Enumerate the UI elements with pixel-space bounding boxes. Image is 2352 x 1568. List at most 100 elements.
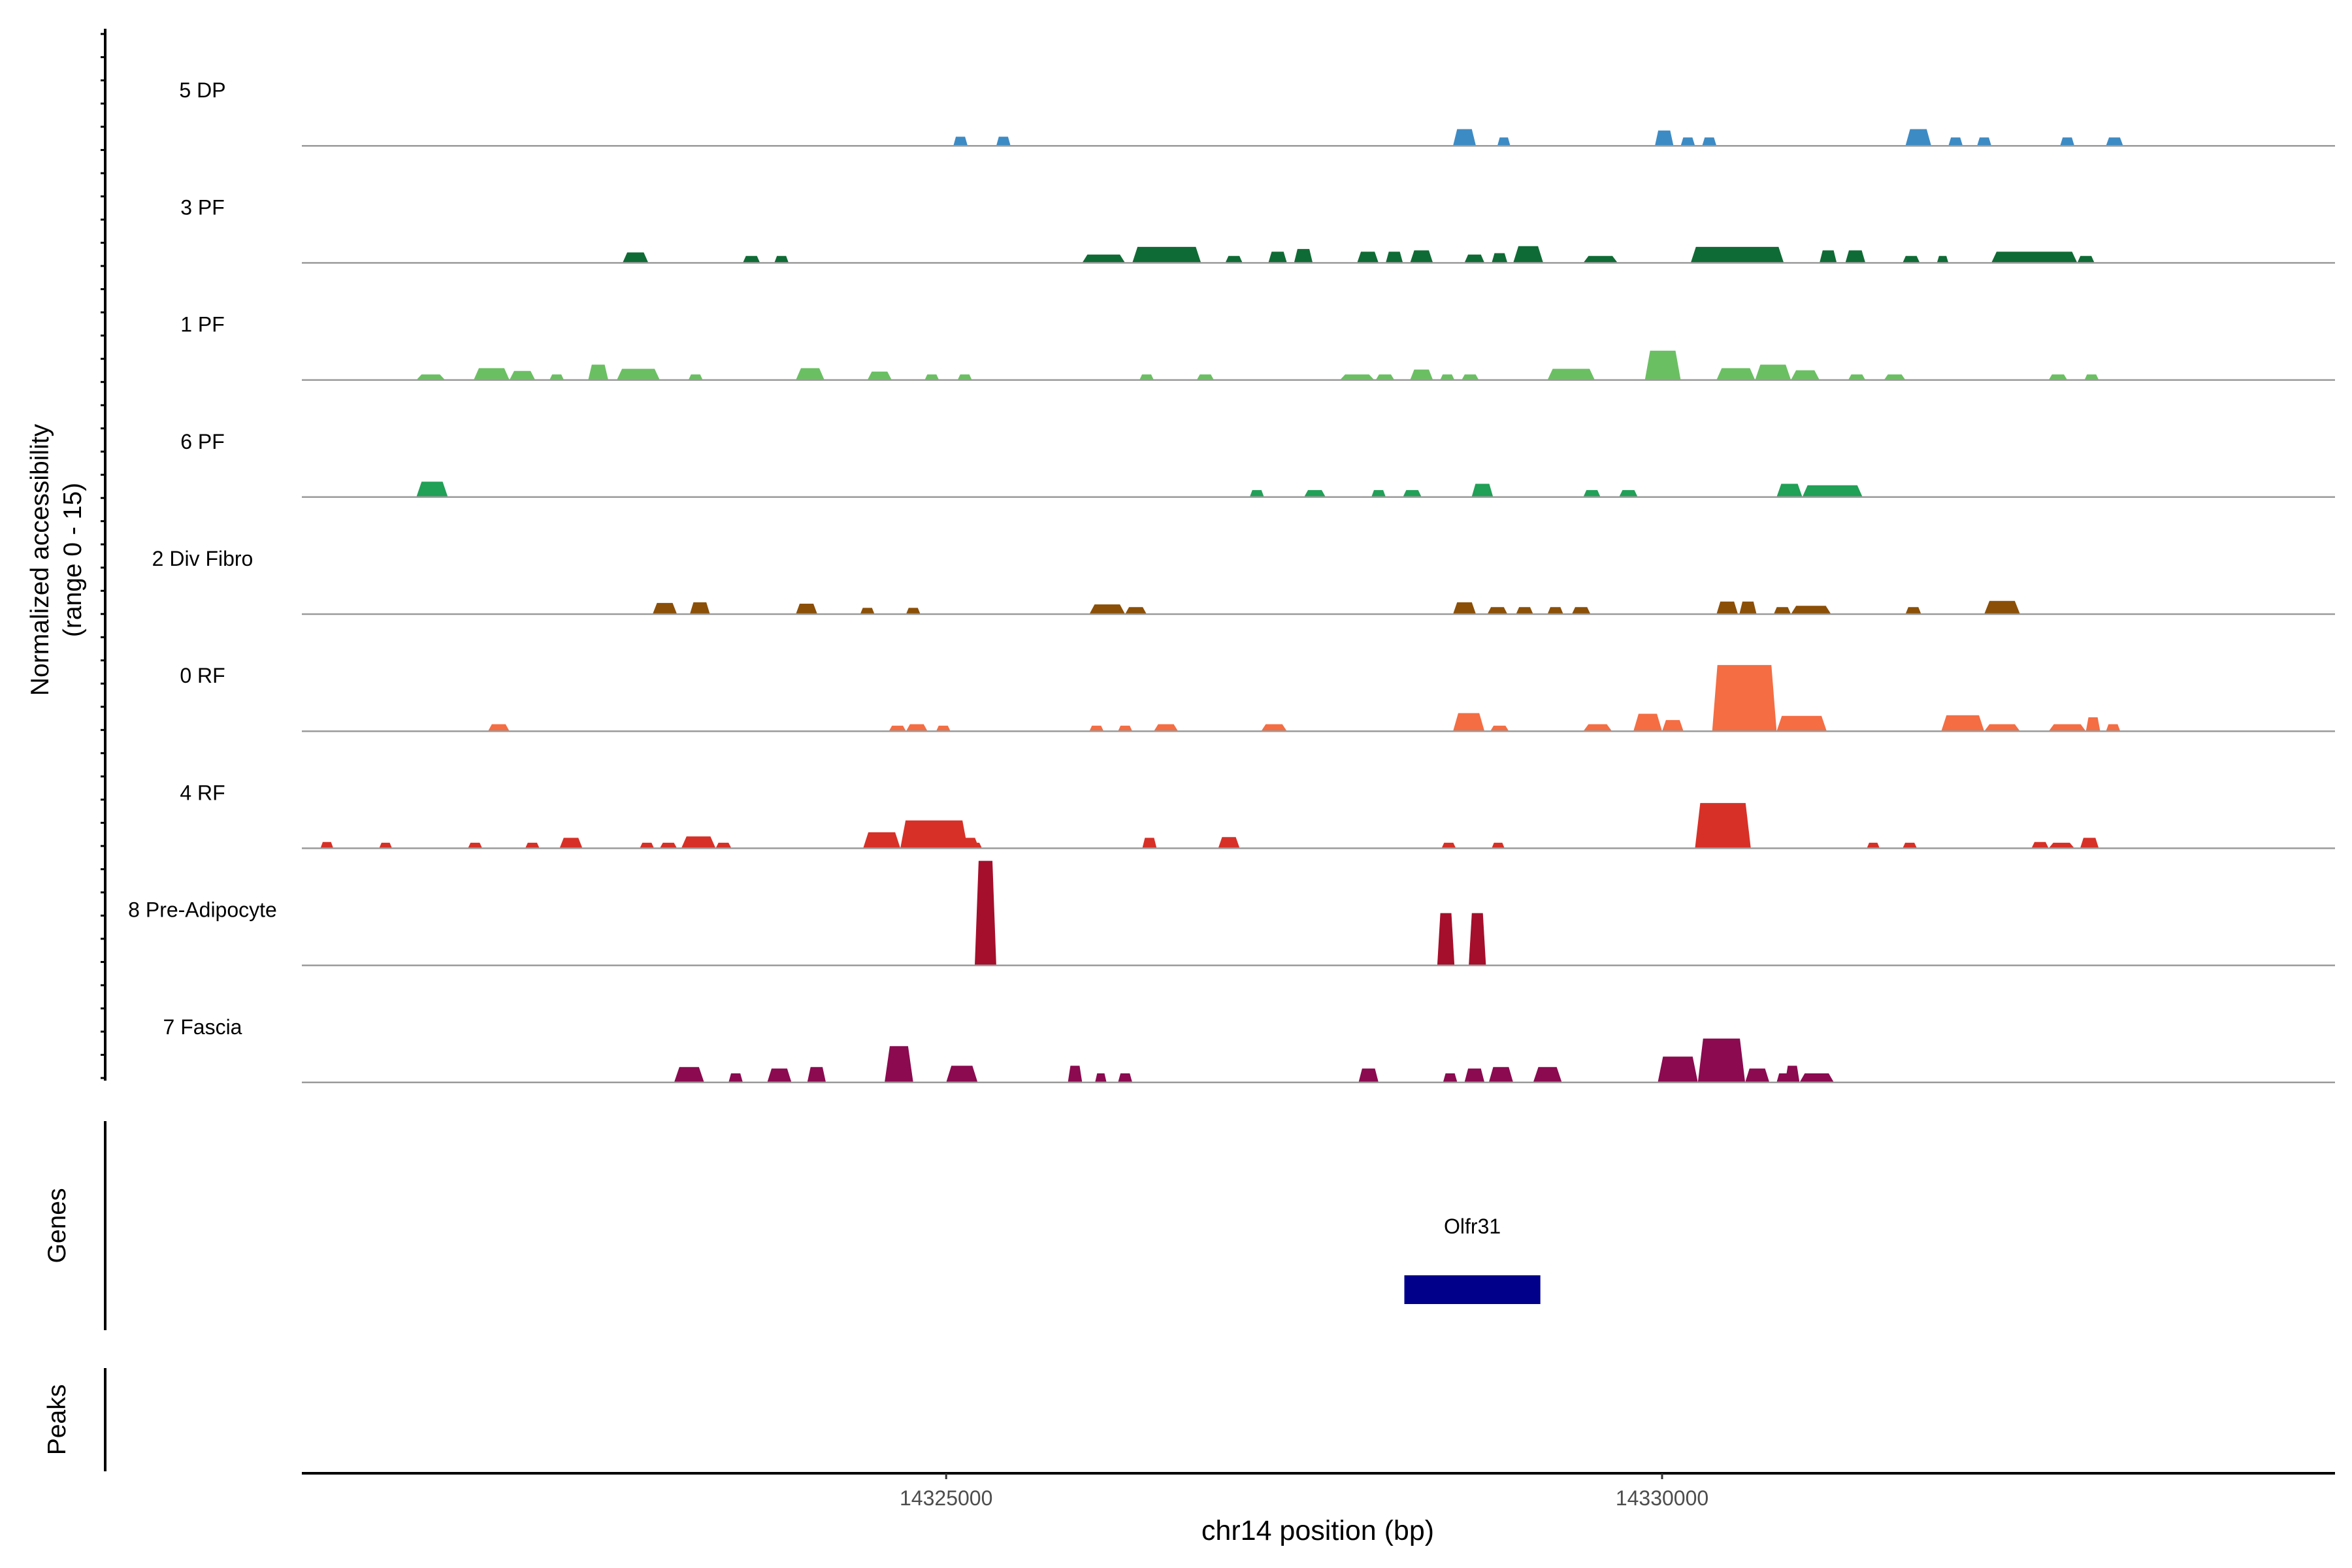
coverage-peak: [1095, 1073, 1107, 1083]
coverage-peak: [2084, 374, 2099, 380]
coverage-peak: [1513, 246, 1544, 263]
coverage-peak: [659, 842, 678, 849]
coverage-peak: [1867, 842, 1880, 849]
coverage-peak: [1443, 1073, 1458, 1083]
coverage-peak: [416, 482, 448, 497]
coverage-peak: [1441, 842, 1456, 849]
coverage-peak: [807, 1067, 826, 1083]
coverage-peak: [487, 724, 510, 732]
coverage-peak: [1089, 725, 1104, 732]
coverage-peak: [525, 842, 540, 849]
coverage-peak: [1464, 1068, 1485, 1083]
gene-label: Olfr31: [1444, 1215, 1501, 1238]
coverage-peak: [900, 820, 968, 849]
coverage-peak: [1785, 1066, 1800, 1083]
coverage-peak: [588, 365, 608, 380]
coverage-peak: [1268, 252, 1287, 263]
coverage-peak: [1249, 490, 1264, 497]
coverage-peak: [622, 252, 649, 263]
genes-track-label: Genes: [43, 1188, 71, 1264]
coverage-peak: [1716, 368, 1756, 380]
coverage-peak: [1440, 374, 1455, 380]
gene-annotations: Olfr31: [1404, 1215, 1541, 1304]
coverage-peak: [1633, 713, 1662, 732]
peaks-track-label: Peaks: [43, 1384, 71, 1455]
coverage-peak: [1142, 838, 1157, 849]
track-label: 8 Pre-Adipocyte: [128, 898, 277, 922]
coverage-peak: [1453, 129, 1477, 146]
coverage-peak: [1490, 725, 1509, 732]
coverage-peak: [1403, 490, 1422, 497]
coverage-peak: [1154, 724, 1179, 732]
coverage-peak: [1716, 601, 1739, 614]
coverage-peak: [1082, 254, 1126, 263]
coverage-peak: [1644, 350, 1681, 380]
coverage-peak: [1261, 724, 1287, 732]
coverage-peak: [2060, 137, 2075, 146]
track-7: 8 Pre-Adipocyte: [128, 860, 2335, 966]
coverage-peak: [1547, 607, 1563, 614]
coverage-peak: [474, 368, 510, 380]
coverage-peak: [1375, 374, 1395, 380]
coverage-peak: [416, 374, 446, 380]
coverage-peak: [1903, 842, 1918, 849]
track-label: 4 RF: [180, 781, 225, 804]
coverage-peak: [1488, 1067, 1514, 1083]
coverage-peak: [1533, 1067, 1562, 1083]
coverage-peak: [1662, 720, 1684, 732]
coverage-peak: [975, 860, 996, 966]
coverage-peak: [1680, 137, 1695, 146]
coverage-peak: [1845, 250, 1866, 263]
coverage-peak: [767, 1068, 792, 1083]
coverage-peak: [1776, 715, 1827, 732]
coverage-peak: [1697, 1038, 1746, 1083]
coverage-peak: [946, 1066, 978, 1083]
coverage-peak: [2031, 841, 2049, 849]
coverage-peak: [796, 368, 825, 380]
coverage-peak: [2048, 842, 2075, 849]
coverage-peak: [652, 602, 678, 614]
coverage-peak: [885, 1046, 913, 1083]
track-1: 3 PF: [180, 195, 2335, 264]
track-label: 1 PF: [180, 313, 225, 336]
coverage-peak: [1776, 483, 1803, 497]
coverage-peak: [559, 838, 583, 849]
coverage-peak: [1471, 483, 1494, 497]
coverage-peak: [1371, 490, 1386, 497]
coverage-peak: [1410, 250, 1433, 263]
coverage-peak: [1848, 374, 1866, 380]
y-axis-label-range: (range 0 - 15): [59, 483, 87, 637]
coverage-peak: [924, 374, 939, 380]
coverage-peak: [1304, 490, 1326, 497]
track-2: 1 PF: [180, 313, 2335, 381]
coverage-peak: [1464, 254, 1485, 263]
coverage-peak: [1903, 255, 1920, 263]
track-6: 4 RF: [180, 781, 2335, 849]
coverage-peak: [1977, 137, 1991, 146]
coverage-peak: [1386, 252, 1403, 263]
coverage-peak: [1802, 485, 1863, 497]
coverage-peak: [743, 255, 760, 263]
coverage-peak: [379, 842, 393, 849]
coverage-peak: [867, 371, 892, 380]
gene-body: [1404, 1275, 1541, 1304]
coverage-peak: [2048, 724, 2086, 732]
coverage-y-axis-ticks: [101, 33, 105, 1079]
track-label: 2 Div Fibro: [152, 547, 253, 570]
track-label: 3 PF: [180, 195, 225, 219]
coverage-peak: [1791, 606, 1831, 614]
coverage-peak: [1492, 842, 1505, 849]
x-axis-ticks: 14325000 14330000: [900, 1473, 1708, 1510]
track-4: 2 Div Fibro: [152, 547, 2335, 615]
coverage-peak: [1196, 374, 1214, 380]
coverage-peak: [1118, 1073, 1133, 1083]
track-label: 6 PF: [180, 430, 225, 453]
track-8: 7 Fascia: [163, 1015, 2335, 1084]
coverage-peak: [863, 832, 901, 849]
coverage-peak: [1712, 664, 1777, 732]
coverage-peak: [1571, 607, 1591, 614]
y-axis-label: Normalized accessibility: [26, 423, 54, 696]
coverage-peak: [906, 724, 928, 732]
coverage-peak: [1884, 374, 1906, 380]
